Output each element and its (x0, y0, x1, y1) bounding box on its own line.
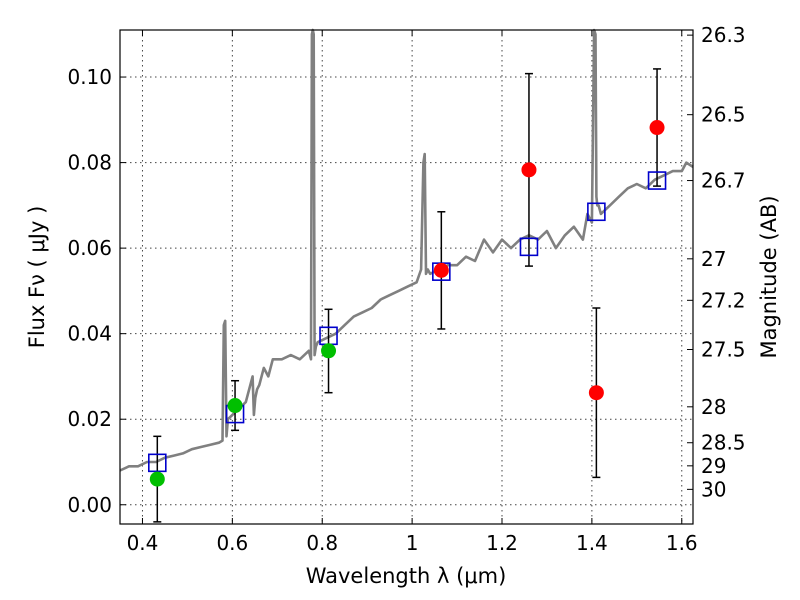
plot-frame (119, 29, 694, 525)
y-tick-label: 0.02 (67, 407, 112, 431)
x-tick-label: 0.6 (216, 531, 248, 555)
observed-point-red (433, 262, 449, 278)
right-tick-label: 27.2 (701, 288, 746, 312)
x-ticks: 0.4 0.6 0.8 1 1.2 1.4 1.6 (127, 30, 698, 555)
model-photometry-square (647, 171, 667, 190)
errorbar-layer (153, 68, 662, 523)
right-tick-label: 28 (701, 395, 726, 419)
right-tick-label: 27 (701, 247, 726, 271)
y-ticks: 0.00 0.02 0.04 0.06 0.08 0.10 (67, 65, 126, 517)
x-tick-label: 1.4 (576, 531, 608, 555)
x-tick-label: 1.6 (666, 531, 698, 555)
observed-point-red (649, 120, 665, 136)
x-axis-label: Wavelength λ (μm) (306, 564, 507, 588)
observed-point-green (227, 398, 243, 414)
y-axis-label: Flux Fν ( μJy ) (25, 206, 49, 349)
grid-lines (120, 30, 693, 524)
model-photometry-square (148, 453, 167, 473)
right-tick-label: 28.5 (701, 431, 746, 455)
x-tick-label: 0.8 (306, 531, 338, 555)
right-tick-label: 26.7 (701, 169, 746, 193)
observed-point-red (521, 162, 537, 178)
right-tick-label: 27.5 (701, 337, 746, 361)
y-tick-label: 0.06 (67, 236, 112, 260)
model-photometry-square (519, 237, 539, 257)
x-tick-label: 1 (406, 531, 419, 555)
marker-layer (148, 120, 667, 487)
x-tick-label: 1.2 (486, 531, 518, 555)
right-tick-label: 30 (701, 477, 726, 501)
observed-point-green (149, 471, 165, 487)
y-tick-label: 0.10 (67, 65, 112, 89)
y-tick-label: 0.08 (67, 151, 112, 175)
observed-point-green (321, 343, 337, 359)
right-tick-label: 26.5 (701, 103, 746, 127)
right-axis-label: Magnitude (AB) (757, 195, 781, 358)
right-tick-label: 29 (701, 454, 726, 478)
model-photometry-square (587, 202, 606, 222)
observed-point-red (588, 385, 604, 401)
model-spectrum-layer (119, 28, 694, 472)
y-tick-label: 0.00 (67, 493, 112, 517)
right-tick-label: 26.3 (701, 23, 746, 47)
y-tick-label: 0.04 (67, 322, 112, 346)
x-tick-label: 0.4 (127, 531, 159, 555)
model-spectrum-line (119, 28, 694, 472)
